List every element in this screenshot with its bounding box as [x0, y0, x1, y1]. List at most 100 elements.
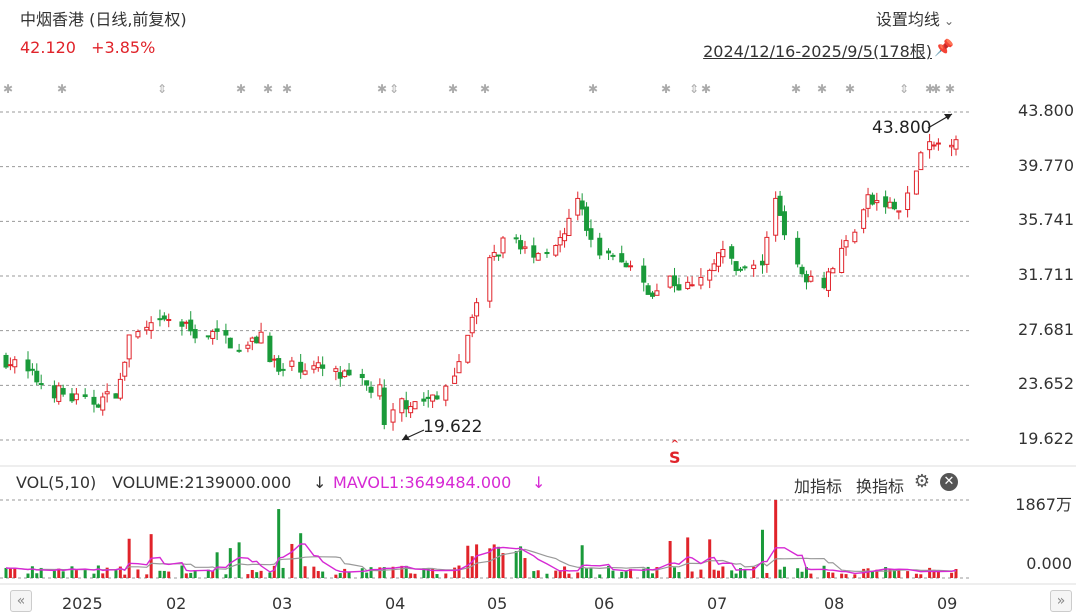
- candle-body: [210, 331, 216, 339]
- ma-settings-button[interactable]: 设置均线 ⌄: [876, 6, 954, 30]
- candle-body: [34, 370, 40, 383]
- volume-bar: [105, 567, 109, 578]
- volume-bar: [184, 573, 188, 578]
- candle-body: [742, 266, 748, 269]
- candle-body: [56, 385, 62, 402]
- candle-body: [377, 384, 383, 397]
- event-marker-icon: ✱: [945, 82, 955, 96]
- volume-bar: [765, 572, 769, 578]
- volume-bar: [255, 572, 259, 578]
- volume-bar: [668, 540, 672, 578]
- candle-body: [91, 396, 97, 405]
- candle-body: [667, 275, 673, 288]
- candle-body: [579, 200, 585, 210]
- volume-bar: [651, 573, 655, 578]
- candle-body: [830, 268, 836, 274]
- volume-bar: [554, 570, 558, 578]
- scroll-left-button[interactable]: «: [10, 590, 32, 612]
- volume-bar: [39, 567, 43, 578]
- volume-bar: [950, 572, 954, 578]
- volume-bar: [193, 570, 197, 578]
- price-axis-label: 27.681: [1018, 319, 1074, 339]
- candle-body: [887, 201, 893, 209]
- candle-body: [935, 142, 941, 145]
- date-range-link[interactable]: 2024/12/16-2025/9/5(178根): [703, 42, 932, 61]
- volume-bar: [673, 567, 677, 578]
- candle-body: [773, 197, 779, 236]
- candle-body: [544, 251, 550, 255]
- candle-body: [641, 265, 647, 283]
- volume-bar: [206, 569, 210, 578]
- volume-bar: [782, 566, 786, 578]
- candle-body: [425, 396, 431, 399]
- volume-bar: [497, 546, 501, 578]
- candle-body: [390, 409, 396, 423]
- volume-bar: [580, 545, 584, 578]
- volume-bar: [382, 567, 386, 578]
- candle-body: [337, 372, 343, 379]
- volume-bar: [677, 572, 681, 578]
- volume-bar: [914, 573, 918, 578]
- candle-body: [953, 139, 959, 150]
- time-axis-label: 04: [385, 594, 406, 613]
- candle-body: [29, 368, 35, 371]
- volume-bar: [752, 566, 756, 578]
- volume-bar: [862, 568, 866, 578]
- switch-indicator-button[interactable]: 换指标: [855, 477, 904, 496]
- volume-bar: [906, 571, 910, 578]
- candle-body: [883, 196, 889, 208]
- candles: [3, 133, 959, 431]
- candle-body: [104, 391, 110, 395]
- candle-body: [258, 331, 264, 344]
- volume-bar: [409, 573, 413, 578]
- event-marker-icon: ✱: [701, 82, 711, 96]
- volume-bar: [778, 569, 782, 578]
- event-marker-icon: ⇕: [899, 82, 909, 96]
- event-marker-icon: ✱: [791, 82, 801, 96]
- volume-bar: [919, 574, 923, 578]
- volume-bar: [826, 572, 830, 578]
- candle-body: [759, 260, 765, 266]
- volume-bar: [57, 568, 61, 578]
- volume-bar: [250, 569, 254, 578]
- volume-bar: [514, 551, 518, 578]
- time-axis-label: 05: [487, 594, 508, 613]
- volume-bar: [611, 570, 615, 578]
- pin-icon[interactable]: 📌: [934, 38, 954, 57]
- volume-bar: [334, 574, 338, 578]
- candle-body: [342, 370, 348, 378]
- volume-bar: [404, 565, 408, 578]
- candle-body: [205, 335, 211, 338]
- candle-body: [861, 209, 867, 229]
- candle-body: [192, 329, 198, 339]
- add-indicator-button[interactable]: 加指标: [793, 477, 842, 496]
- change-percent: +3.85%: [91, 38, 156, 57]
- volume-axis-zero: 0.000: [1026, 554, 1072, 573]
- scroll-right-button[interactable]: »: [1050, 590, 1072, 612]
- volume-bar: [712, 569, 716, 578]
- event-marker-icon: ⇕: [157, 82, 167, 96]
- candle-body: [931, 144, 937, 147]
- candle-body: [25, 359, 31, 372]
- sell-signal-marker[interactable]: ^ S: [669, 439, 681, 468]
- candle-body: [913, 170, 919, 195]
- volume-bar: [892, 570, 896, 578]
- candle-body: [496, 254, 502, 257]
- volume-bar: [888, 569, 892, 578]
- volume-bar: [470, 556, 474, 578]
- volume-bar: [655, 567, 659, 578]
- volume-bar: [936, 571, 940, 578]
- close-icon[interactable]: ✕: [940, 473, 958, 491]
- volume-bar: [61, 571, 65, 578]
- volume-bar: [932, 569, 936, 578]
- candle-body: [821, 277, 827, 289]
- extreme-arrows: [401, 113, 953, 441]
- candle-body: [808, 275, 814, 282]
- volume-bar: [259, 570, 263, 578]
- candle-body: [729, 246, 735, 259]
- candle-body: [843, 240, 849, 248]
- candle-body: [403, 400, 409, 410]
- gear-icon[interactable]: ⚙: [913, 471, 930, 492]
- event-marker-icon: ✱: [931, 82, 941, 96]
